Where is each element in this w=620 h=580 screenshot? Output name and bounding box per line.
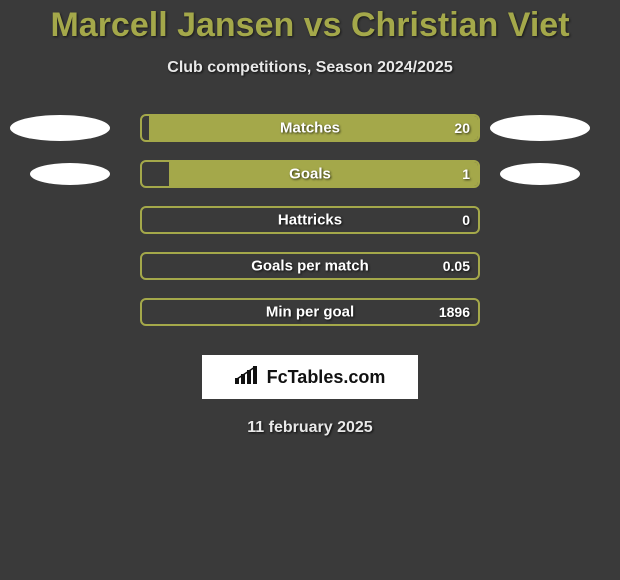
stat-bar: Hattricks 0	[140, 206, 480, 234]
stat-value-right: 1896	[439, 304, 470, 320]
stat-label: Goals per match	[251, 258, 369, 275]
stat-label: Goals	[289, 166, 331, 183]
player-right-marker	[500, 163, 580, 185]
stat-value-right: 20	[454, 120, 470, 136]
stat-bar: Min per goal 1896	[140, 298, 480, 326]
page-subtitle: Club competitions, Season 2024/2025	[0, 59, 620, 77]
stat-label: Min per goal	[266, 304, 354, 321]
footer-date: 11 february 2025	[0, 419, 620, 437]
logo-text: FcTables.com	[267, 367, 386, 388]
player-left-marker	[30, 163, 110, 185]
comparison-chart: Matches 20 Goals 1 Hattricks 0 Goals per match…	[0, 105, 620, 335]
stat-value-right: 1	[462, 166, 470, 182]
stat-value-right: 0.05	[443, 258, 470, 274]
stat-value-right: 0	[462, 212, 470, 228]
stat-row: Goals per match 0.05	[0, 243, 620, 289]
stat-bar: Goals per match 0.05	[140, 252, 480, 280]
stat-row: Min per goal 1896	[0, 289, 620, 335]
stat-bar: Goals 1	[140, 160, 480, 188]
player-right-marker	[490, 115, 590, 141]
stat-bar: Matches 20	[140, 114, 480, 142]
stat-row: Goals 1	[0, 151, 620, 197]
page-title: Marcell Jansen vs Christian Viet	[0, 0, 620, 45]
stat-label: Matches	[280, 120, 340, 137]
chart-icon	[235, 364, 261, 391]
fctables-logo: FcTables.com	[202, 355, 418, 399]
player-left-marker	[10, 115, 110, 141]
stat-label: Hattricks	[278, 212, 342, 229]
stat-row: Hattricks 0	[0, 197, 620, 243]
stat-row: Matches 20	[0, 105, 620, 151]
